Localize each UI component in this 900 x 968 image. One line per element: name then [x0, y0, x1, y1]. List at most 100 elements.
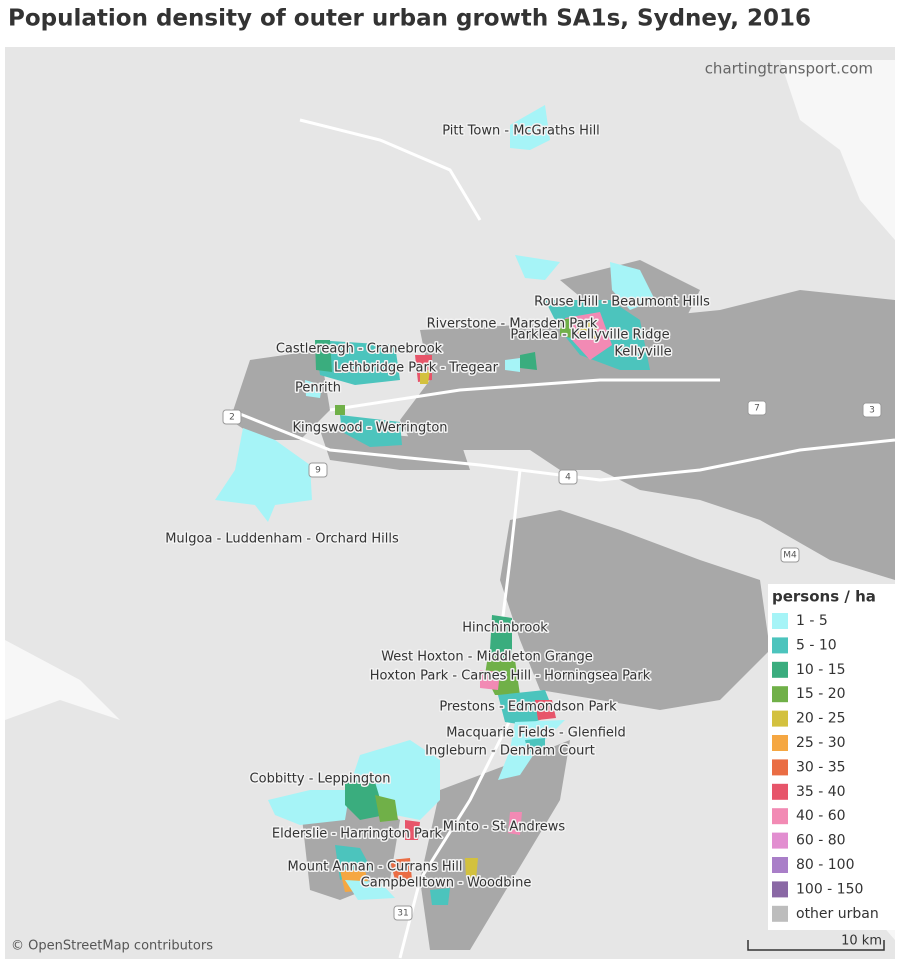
road-number: 2: [229, 413, 235, 423]
place-label: Macquarie Fields - Glenfield: [446, 726, 626, 741]
road-number: 4: [565, 473, 571, 483]
place-label: Hinchinbrook: [462, 621, 548, 636]
density-region: [315, 340, 400, 385]
density-region: [510, 105, 550, 150]
density-region: [345, 780, 385, 820]
place-label: Cobbitty - Leppington: [250, 772, 391, 787]
legend-swatch: [772, 710, 788, 727]
legend-label: 80 - 100: [796, 857, 855, 873]
legend-label: 30 - 35: [796, 759, 846, 775]
place-label: Pitt Town - McGraths Hill: [442, 124, 600, 139]
place-label: Riverstone - Marsden Park: [427, 317, 598, 332]
density-region: [575, 320, 598, 340]
legend-swatch: [772, 857, 788, 873]
density-region: [420, 370, 430, 384]
legend-swatch: [772, 783, 788, 800]
density-region: [335, 405, 345, 415]
density-region: [405, 820, 420, 840]
legend-label: 15 - 20: [796, 686, 846, 702]
legend-label: 1 - 5: [796, 613, 828, 629]
place-label: Mulgoa - Luddenham - Orchard Hills: [165, 532, 399, 547]
legend-swatch: [772, 759, 788, 776]
place-label: Elderslie - Harrington Park: [272, 827, 443, 842]
road-shield: [393, 905, 413, 921]
place-label: West Hoxton - Middleton Grange: [381, 650, 593, 665]
legend-label: 35 - 40: [796, 784, 846, 800]
place-label: Kingswood - Werrington: [292, 421, 447, 436]
place-label: Kellyville: [614, 345, 671, 360]
scale-label: 10 km: [841, 934, 882, 949]
density-region: [515, 255, 560, 280]
legend-swatch: [772, 808, 788, 825]
place-label: Minto - St Andrews: [443, 820, 566, 835]
density-region: [268, 790, 350, 825]
legend-label: 60 - 80: [796, 833, 846, 849]
scale-bar: [747, 940, 885, 951]
density-region: [560, 318, 572, 338]
place-label: Mount Annan - Currans Hill: [288, 860, 463, 875]
density-region: [345, 880, 395, 900]
legend-label: 5 - 10: [796, 637, 837, 653]
legend-label: 10 - 15: [796, 662, 846, 678]
legend-swatch: [772, 832, 788, 849]
road-shield: [747, 400, 767, 416]
legend-label: 25 - 30: [796, 735, 846, 751]
density-region: [315, 340, 332, 372]
legend-swatch: [772, 881, 788, 898]
density-region: [520, 352, 537, 370]
density-region: [375, 795, 398, 822]
place-label: Campbelltown - Woodbine: [361, 876, 532, 891]
legend: 1 - 5 5 - 10 10 - 15 15 - 20 20 - 25 25 - 30 3…: [772, 613, 879, 922]
legend-swatch: [772, 735, 788, 751]
road-number: M4: [783, 551, 797, 561]
place-label: Lethbridge Park - Tregear: [334, 361, 499, 376]
road-shield: [780, 547, 800, 563]
density-region: [535, 700, 556, 720]
road-shield: [862, 402, 882, 418]
road-shield: [308, 462, 328, 478]
density-region: [350, 740, 440, 820]
attribution-bg: [5, 935, 215, 957]
road-shield: [222, 409, 242, 425]
place-label: Prestons - Edmondson Park: [439, 700, 617, 715]
place-label: Ingleburn - Denham Court: [425, 744, 595, 759]
watermark: chartingtransport.com: [705, 60, 873, 78]
legend-label: other urban: [796, 906, 879, 922]
legend-label: 20 - 25: [796, 711, 846, 727]
density-region: [465, 858, 478, 880]
road-number: 31: [397, 909, 408, 919]
place-label: Hoxton Park - Carnes Hill - Horningsea P…: [370, 669, 651, 684]
density-region: [340, 415, 402, 447]
road-number: 3: [869, 406, 875, 416]
road-number: 7: [754, 404, 760, 414]
road-number: 9: [315, 466, 321, 476]
density-region: [505, 358, 520, 372]
road-numbers: 2 9 4 7 3 M4 31: [222, 400, 882, 921]
place-label: Penrith: [295, 381, 341, 396]
place-label: Parklea - Kellyville Ridge: [510, 328, 669, 343]
density-regions: [215, 105, 655, 905]
legend-swatch: [772, 661, 788, 678]
legend-label: 40 - 60: [796, 808, 846, 824]
legend-swatch: [772, 613, 788, 629]
legend-title: persons / ha: [772, 588, 876, 606]
density-region: [610, 262, 655, 310]
legend-swatch: [772, 637, 788, 654]
place-label: Rouse Hill - Beaumont Hills: [534, 295, 710, 310]
legend-swatch: [772, 686, 788, 703]
legend-label: 100 - 150: [796, 881, 863, 897]
density-region: [430, 888, 450, 905]
road-shield: [558, 469, 578, 485]
place-labels: Pitt Town - McGraths Hill Rouse Hill - Be…: [164, 122, 712, 892]
title: Population density of outer urban growth…: [8, 6, 811, 32]
density-region: [305, 380, 322, 398]
attribution: © OpenStreetMap contributors: [11, 939, 213, 954]
place-label: Castlereagh - Cranebrook: [276, 342, 443, 357]
density-region: [480, 670, 500, 690]
density-region: [390, 858, 412, 880]
density-region: [215, 428, 312, 522]
density-region: [525, 738, 545, 752]
legend-swatch: [772, 905, 788, 922]
